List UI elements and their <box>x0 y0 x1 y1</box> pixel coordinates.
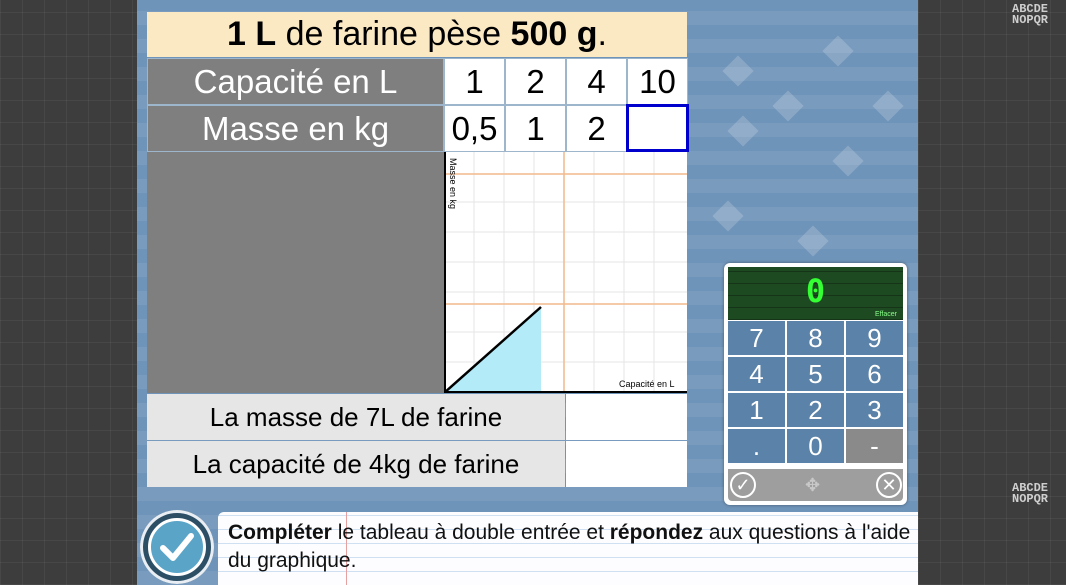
problem-statement: 1 L de farine pèse 500 g. <box>147 12 687 57</box>
proportionality-graph <box>444 152 687 393</box>
keypad-toolbar: ✓ ✥ ✕ <box>728 469 903 501</box>
key-4[interactable]: 4 <box>728 357 785 391</box>
capacity-cell: 10 <box>627 58 688 105</box>
capacity-cell: 1 <box>444 58 505 105</box>
graph-svg <box>444 152 687 393</box>
question-answer-field[interactable] <box>566 394 687 440</box>
key-5[interactable]: 5 <box>787 357 844 391</box>
background-left-panel <box>0 0 137 585</box>
graph-side-panel <box>147 152 444 393</box>
side-letters-top: ABCDE NOPQR <box>1012 2 1049 27</box>
key-0[interactable]: 0 <box>787 429 844 463</box>
keypad-value: 0 <box>805 272 826 310</box>
key-1[interactable]: 1 <box>728 393 785 427</box>
background-right-panel <box>918 0 1066 585</box>
graph-line <box>444 306 542 393</box>
instruction-text: Compléter le tableau à double entrée et … <box>228 521 917 572</box>
question-label: La capacité de 4kg de farine <box>147 441 565 487</box>
side-letters-bottom: ABCDE NOPQR <box>1012 481 1049 506</box>
numeric-keypad: 0 Effacer 7 8 9 4 5 6 1 2 3 . 0 - ✓ ✥ ✕ <box>724 263 907 505</box>
mass-cell: 1 <box>505 105 566 152</box>
key-2[interactable]: 2 <box>787 393 844 427</box>
mass-input-active[interactable] <box>626 104 689 152</box>
row-header-mass: Masse en kg <box>147 105 444 152</box>
x-axis-label: Capacité en L <box>619 379 675 389</box>
close-circle-icon[interactable]: ✕ <box>876 472 902 498</box>
key-8[interactable]: 8 <box>787 321 844 355</box>
key-3[interactable]: 3 <box>846 393 903 427</box>
key-minus[interactable]: - <box>846 429 903 463</box>
question-label: La masse de 7L de farine <box>147 394 565 440</box>
mass-cell: 2 <box>566 105 627 152</box>
key-6[interactable]: 6 <box>846 357 903 391</box>
move-arrows-icon[interactable]: ✥ <box>805 475 821 495</box>
keypad-clear-button[interactable]: Effacer <box>874 311 897 318</box>
capacity-cell: 2 <box>505 58 566 105</box>
key-decimal[interactable]: . <box>728 429 785 463</box>
key-7[interactable]: 7 <box>728 321 785 355</box>
mass-cell: 0,5 <box>444 105 505 152</box>
instruction-panel: Compléter le tableau à double entrée et … <box>218 512 918 585</box>
question-answer-field[interactable] <box>566 441 687 487</box>
submit-button[interactable] <box>140 510 214 584</box>
checkmark-icon <box>148 518 206 576</box>
capacity-cell: 4 <box>566 58 627 105</box>
y-axis-label: Masse en kg <box>448 158 458 210</box>
row-header-capacity: Capacité en L <box>147 58 444 105</box>
key-9[interactable]: 9 <box>846 321 903 355</box>
keypad-display: 0 Effacer <box>728 267 903 320</box>
check-circle-icon[interactable]: ✓ <box>730 472 756 498</box>
